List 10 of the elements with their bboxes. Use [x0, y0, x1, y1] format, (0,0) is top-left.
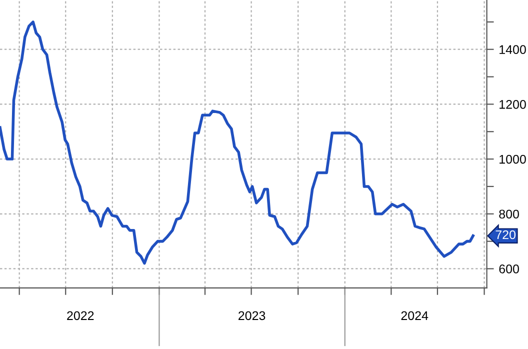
y-tick-label: 600 — [499, 264, 519, 274]
annotation: 720 — [496, 230, 516, 240]
x-tick-label: 2024 — [401, 311, 428, 320]
line-series — [0, 20, 474, 265]
y-tick-label: 1400 — [500, 45, 526, 54]
y-tick-label: 800 — [499, 210, 519, 219]
y-tick-label: 1000 — [500, 154, 526, 164]
x-tick-label: 2023 — [238, 311, 266, 320]
y-tick-label: 1200 — [500, 100, 526, 109]
x-tick-label: 2022 — [67, 311, 94, 320]
